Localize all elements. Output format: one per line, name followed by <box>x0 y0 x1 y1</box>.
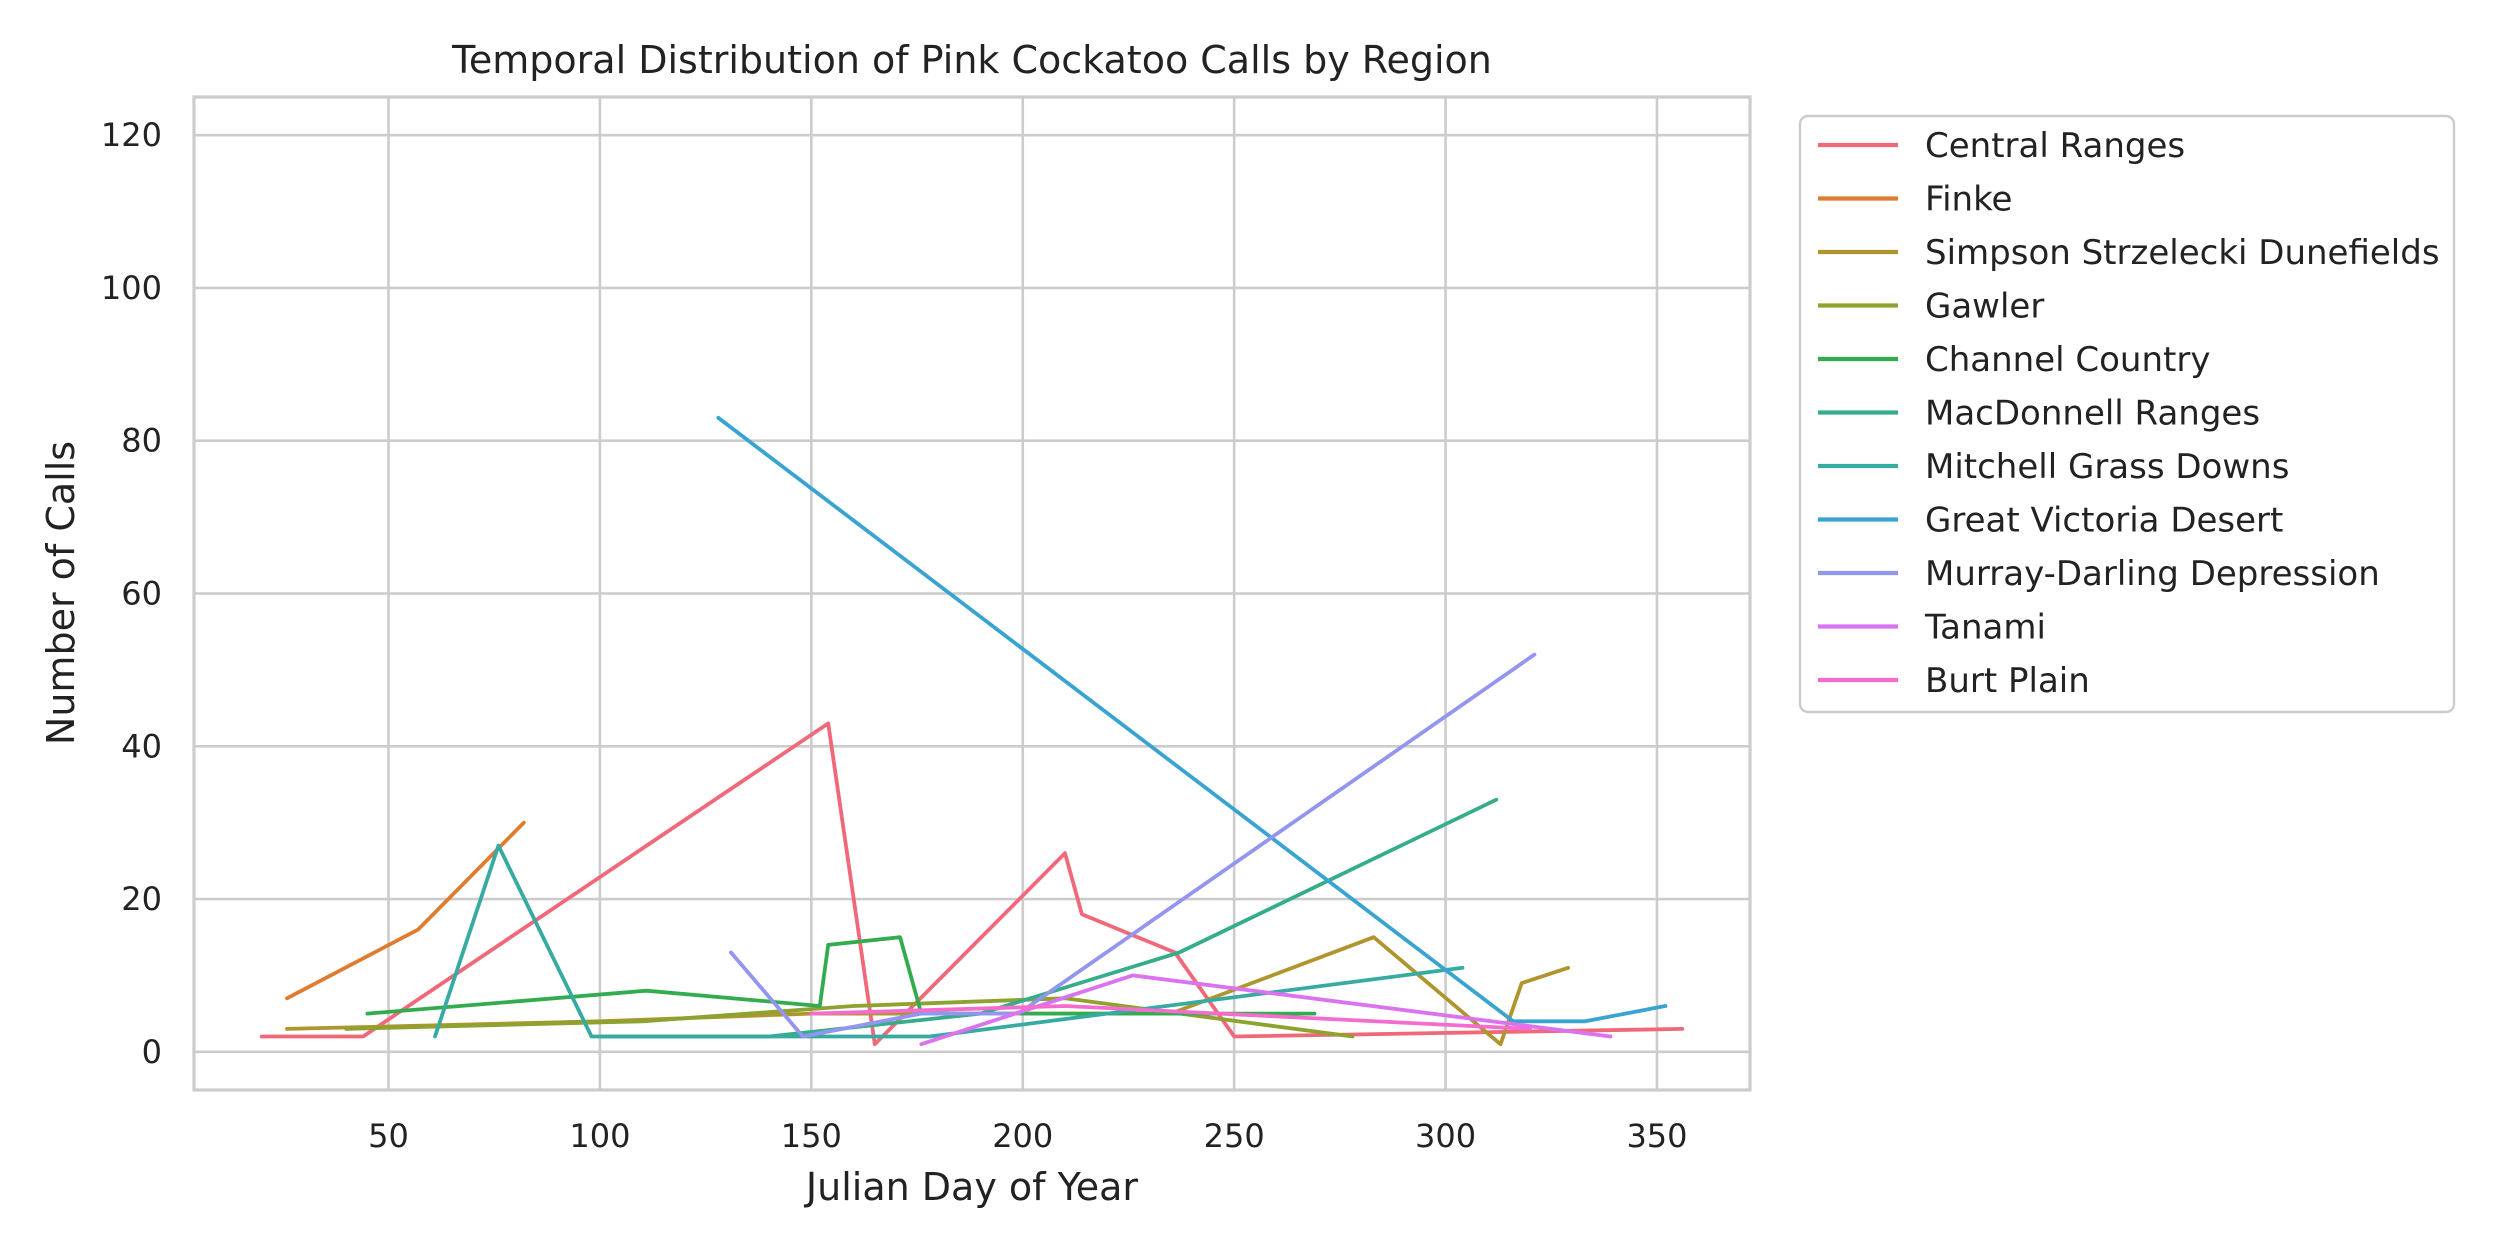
legend-label-mitchell-grass-downs: Mitchell Grass Downs <box>1925 447 2289 487</box>
y-axis-label: Number of Calls <box>39 441 83 745</box>
plot-frame <box>192 95 1752 1092</box>
y-tick-label: 60 <box>121 575 162 613</box>
legend-label-great-victoria-desert: Great Victoria Desert <box>1925 501 2283 541</box>
grid <box>194 97 1750 1090</box>
x-tick-label: 200 <box>992 1117 1053 1155</box>
y-tick-label: 40 <box>121 727 162 765</box>
x-tick-label: 50 <box>368 1117 409 1155</box>
series-line-murray-darling-depression <box>729 652 1537 1039</box>
legend-label-simpson-strzelecki-dunefields: Simpson Strzelecki Dunefields <box>1925 233 2440 273</box>
series-line-burt-plain <box>809 1004 1532 1031</box>
plot-lines <box>259 415 1685 1047</box>
series-line-great-victoria-desert <box>716 415 1668 1024</box>
tick-labels: 50 100 150 200 250 300 350 0 20 40 60 80 100 120 <box>101 116 1688 1155</box>
series-line-finke <box>285 820 526 1001</box>
y-tick-label: 80 <box>121 422 162 460</box>
legend-label-burt-plain: Burt Plain <box>1925 661 2090 701</box>
x-tick-label: 100 <box>569 1117 630 1155</box>
series-line-mitchell-grass-downs <box>433 843 1465 1039</box>
legend: Central Ranges Finke Simpson Strzelecki Du… <box>1798 114 2456 714</box>
x-tick-label: 150 <box>781 1117 842 1155</box>
y-tick-label: 120 <box>101 116 162 154</box>
x-tick-label: 300 <box>1415 1117 1476 1155</box>
x-tick-label: 250 <box>1204 1117 1265 1155</box>
legend-label-channel-country: Channel Country <box>1925 340 2210 380</box>
y-tick-label: 0 <box>142 1033 162 1071</box>
legend-label-tanami: Tanami <box>1924 608 2046 648</box>
x-axis-label: Julian Day of Year <box>804 1165 1139 1209</box>
x-tick-label: 350 <box>1626 1117 1687 1155</box>
legend-box <box>1798 114 2456 714</box>
series-line-channel-country <box>365 935 1317 1016</box>
y-tick-label: 100 <box>101 269 162 307</box>
legend-label-macdonnell-ranges: MacDonnell Ranges <box>1925 394 2260 434</box>
y-tick-label: 20 <box>121 880 162 918</box>
legend-label-finke: Finke <box>1925 180 2012 220</box>
legend-label-central-ranges: Central Ranges <box>1925 126 2185 166</box>
legend-label-murray-darling-depression: Murray-Darling Depression <box>1925 554 2380 594</box>
series-line-tanami <box>919 973 1613 1047</box>
legend-label-gawler: Gawler <box>1925 287 2044 327</box>
chart-title: Temporal Distribution of Pink Cockatoo C… <box>451 38 1492 82</box>
series-line-central-ranges <box>259 721 1685 1047</box>
